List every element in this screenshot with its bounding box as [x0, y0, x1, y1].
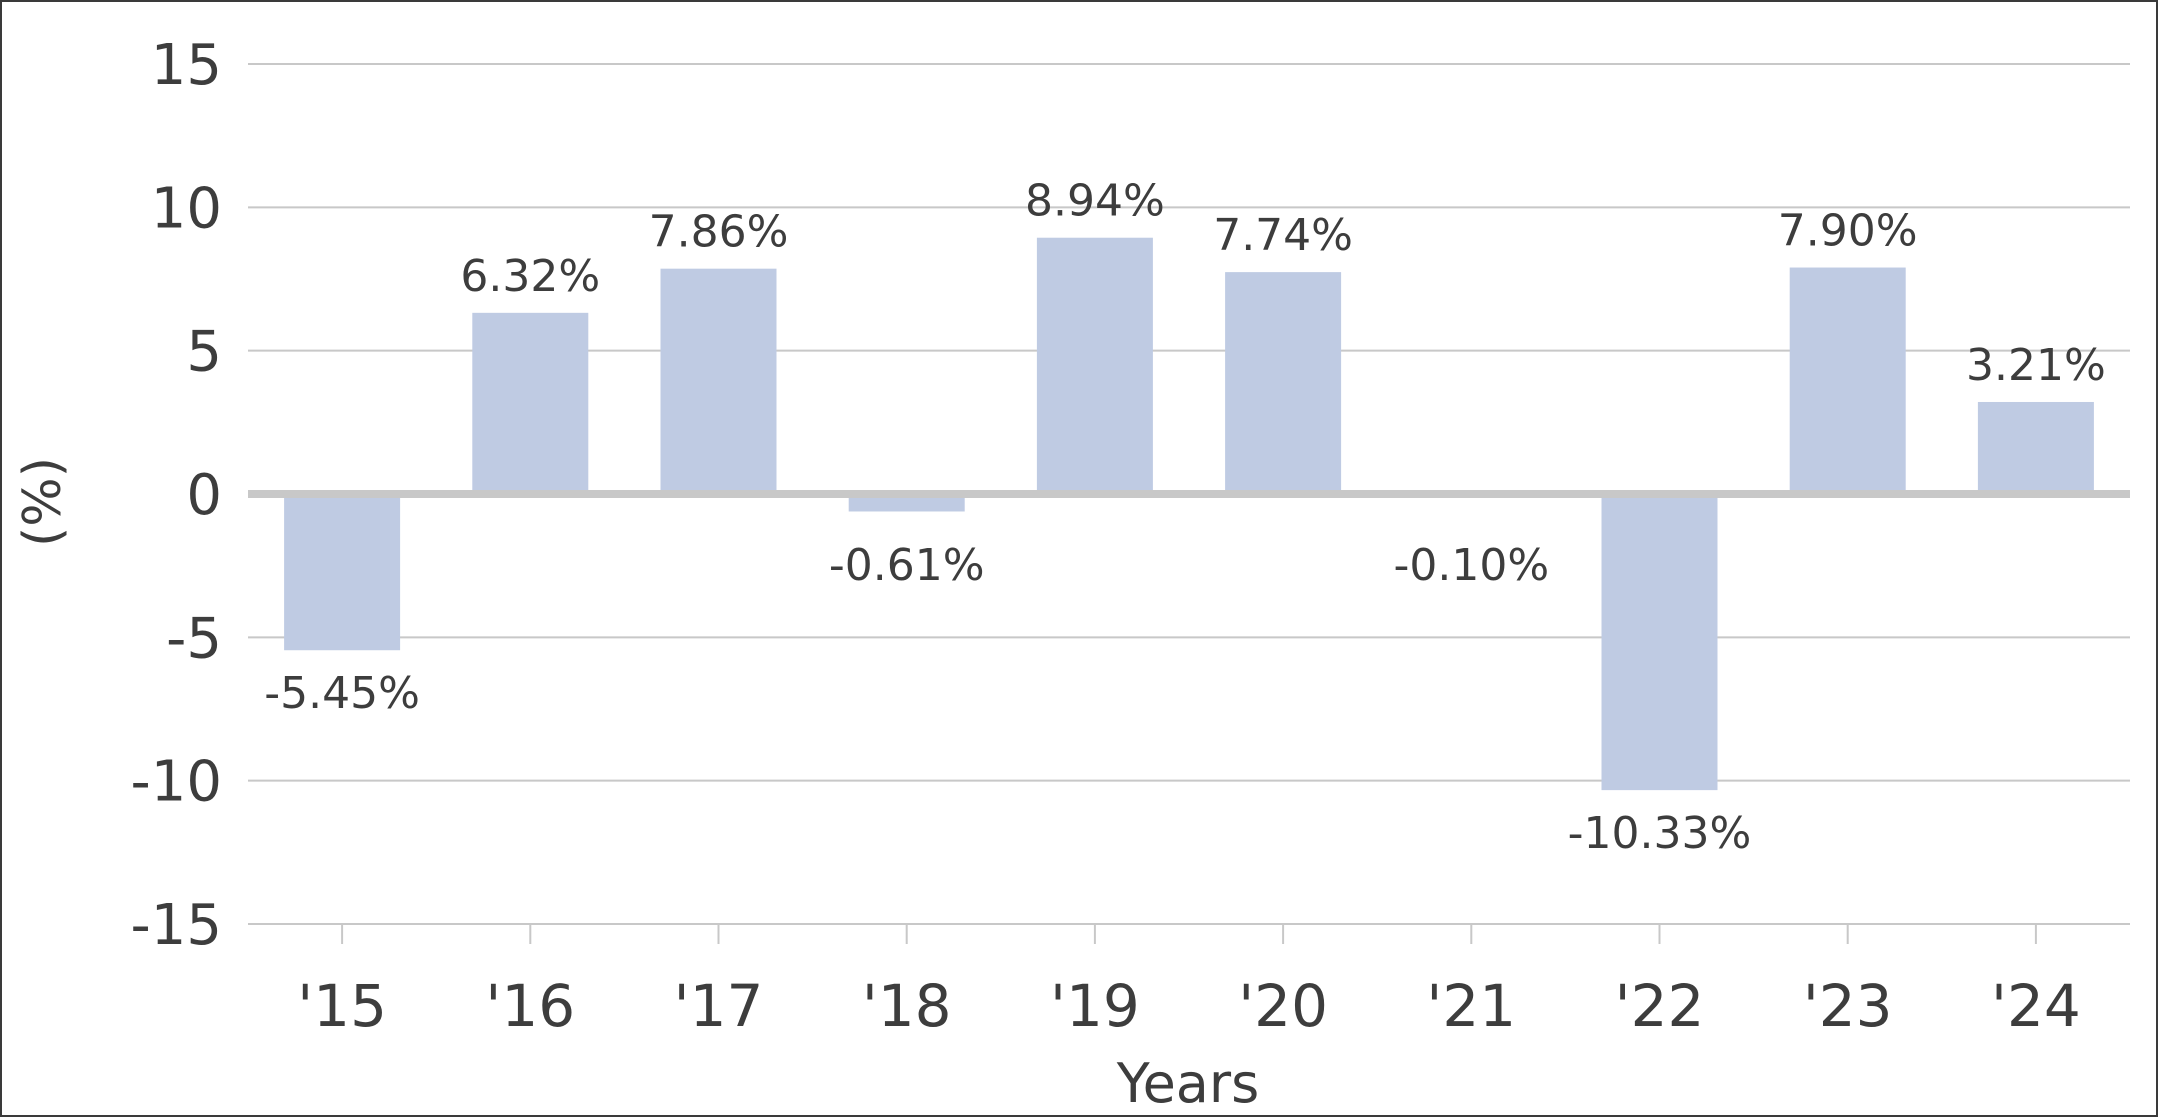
bar [848, 494, 965, 512]
bar [1789, 267, 1906, 494]
bar [1977, 401, 2094, 494]
x-axis-ticks: '15 '16 '17 '18 '19 '20 '21 '22 '23 '24 [297, 924, 2081, 1040]
bar-value-label: -0.61% [829, 540, 985, 591]
bar [1601, 494, 1718, 791]
y-tick-label: -5 [166, 606, 222, 671]
x-tick-label: '22 [1615, 972, 1705, 1040]
x-axis-title: Years [1116, 1052, 1259, 1115]
y-tick-label: 5 [186, 320, 222, 385]
x-tick-label: '19 [1050, 972, 1140, 1040]
bar-value-label: 8.94% [1025, 176, 1165, 227]
x-tick-label: '18 [862, 972, 952, 1040]
y-tick-label: 0 [186, 463, 222, 528]
bar-value-label: 7.74% [1213, 210, 1353, 261]
bar-value-label: 7.86% [649, 207, 789, 258]
y-tick-label: 10 [151, 176, 222, 241]
y-tick-label: -15 [131, 893, 222, 958]
y-tick-label: 15 [151, 33, 222, 98]
x-tick-label: '17 [674, 972, 764, 1040]
bars [284, 237, 2094, 791]
bar-value-label: -0.10% [1393, 540, 1549, 591]
bar [472, 312, 589, 494]
bar [660, 268, 777, 494]
bar-value-label: 7.90% [1778, 206, 1918, 257]
x-tick-label: '24 [1991, 972, 2081, 1040]
y-axis-ticks: 15 10 5 0 -5 -10 -15 [131, 33, 222, 958]
bar-value-label: -10.33% [1568, 808, 1752, 859]
x-tick-label: '21 [1426, 972, 1516, 1040]
x-tick-label: '20 [1238, 972, 1328, 1040]
x-tick-label: '16 [485, 972, 575, 1040]
bar-value-label: 3.21% [1966, 340, 2106, 391]
y-tick-label: -10 [131, 750, 222, 815]
bar-value-label: -5.45% [264, 668, 420, 719]
bar-value-label: 6.32% [460, 251, 600, 302]
y-axis-title: (%) [13, 457, 73, 547]
bar [1225, 272, 1342, 494]
x-tick-label: '15 [297, 972, 387, 1040]
bar-value-labels: -5.45% 6.32% 7.86% -0.61% 8.94% 7.74% -0.10% -1… [264, 176, 2106, 859]
bar [1036, 237, 1153, 494]
bar [284, 494, 401, 651]
x-tick-label: '23 [1803, 972, 1893, 1040]
